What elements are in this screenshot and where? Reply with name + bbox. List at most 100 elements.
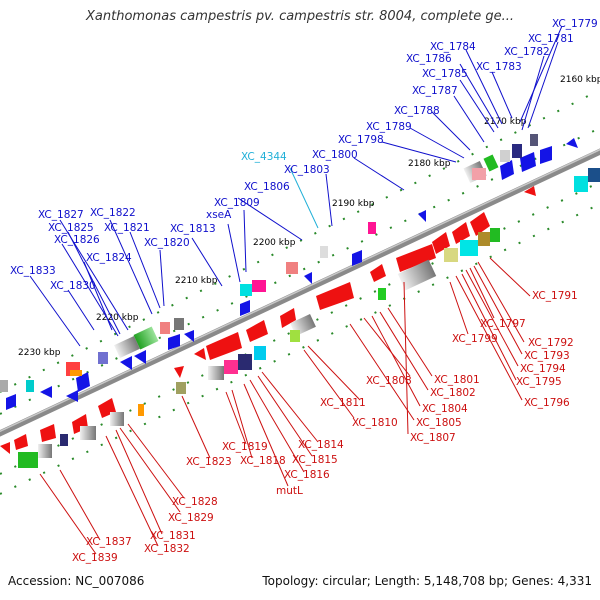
gene-block — [18, 452, 38, 468]
gene-label: XC_1803 — [284, 164, 330, 176]
gene-label: XC_1826 — [54, 234, 100, 246]
gene-label: XC_1819 — [222, 441, 268, 453]
gene-label: XC_1804 — [422, 403, 468, 415]
gene-arrow — [500, 160, 514, 180]
gene-block — [530, 134, 538, 146]
gene-arrow — [40, 386, 52, 398]
kbp-marker: 2200 kbp — [253, 238, 296, 248]
gene-block — [483, 154, 499, 172]
gene-label: XC_1802 — [430, 387, 476, 399]
gene-block — [176, 382, 186, 394]
lower-leader-lines — [39, 257, 531, 555]
gene-label: XC_1814 — [298, 439, 344, 451]
gene-label: XC_1831 — [150, 530, 196, 542]
genome-backbone — [0, 148, 600, 437]
accession-text: Accession: NC_007086 — [8, 574, 145, 588]
gene-label: XC_1806 — [244, 181, 290, 193]
gene-label: XC_1787 — [412, 85, 458, 97]
gene-label: XC_1809 — [214, 197, 260, 209]
gene-block — [490, 228, 500, 242]
gene-block — [38, 444, 52, 458]
gene-label: XC_1833 — [10, 265, 56, 277]
gene-label: XC_1783 — [476, 61, 522, 73]
gene-arrow — [120, 356, 132, 370]
gene-block — [588, 168, 600, 182]
gene-block — [290, 330, 300, 342]
gene-label: XC_1828 — [172, 496, 218, 508]
gene-block — [254, 346, 266, 360]
gene-label: XC_1781 — [528, 33, 574, 45]
gene-arrow — [540, 146, 552, 164]
gene-arrow — [6, 394, 16, 410]
gene-block — [224, 360, 238, 374]
gene-label: XC_1779 — [552, 18, 598, 30]
lower-strand-blocks — [18, 168, 600, 468]
gene-label: XC_1799 — [452, 333, 498, 345]
gene-label: mutL — [276, 485, 303, 497]
gene-block — [70, 370, 82, 376]
gene-arrow — [184, 330, 194, 342]
gene-label: XC_1824 — [86, 252, 132, 264]
gene-label: XC_1784 — [430, 41, 476, 53]
gene-arrow — [566, 138, 578, 148]
gene-block — [110, 412, 124, 426]
lower-gene-labels: XC_1791 XC_1797 XC_1799 XC_1792 XC_1793 … — [72, 290, 578, 564]
gene-label: XC_1792 — [528, 337, 574, 349]
gene-arrow — [194, 348, 206, 360]
gene-block — [472, 168, 486, 180]
gene-arrow — [14, 434, 28, 450]
gene-label: XC_1808 — [366, 375, 412, 387]
gene-label: XC_1837 — [86, 536, 132, 548]
gene-block — [208, 366, 224, 380]
kbp-marker: 2170 kbp — [484, 117, 527, 127]
gene-arrow — [352, 250, 362, 266]
gene-label: XC_1816 — [284, 469, 330, 481]
upper-strand-genes — [6, 138, 578, 410]
gene-block — [160, 322, 170, 334]
gene-label: XC_1793 — [524, 350, 570, 362]
kbp-marker: 2180 kbp — [408, 159, 451, 169]
gene-block — [397, 259, 437, 291]
gene-block — [368, 222, 376, 234]
highlight-leader-line — [289, 167, 319, 229]
gene-label: XC_1825 — [48, 222, 94, 234]
gene-label: XC_1823 — [186, 456, 232, 468]
gene-label: XC_1788 — [394, 105, 440, 117]
gene-arrow — [524, 186, 536, 196]
gene-label: XC_1798 — [338, 134, 384, 146]
gene-label: XC_1830 — [50, 280, 96, 292]
gene-block — [512, 144, 522, 158]
gene-label: xseA — [206, 209, 232, 221]
gene-arrow — [240, 300, 250, 316]
gene-label: XC_1810 — [352, 417, 398, 429]
gene-label: XC_1785 — [422, 68, 468, 80]
upper-gene-labels: XC_1779 XC_1781 XC_1782 XC_1783 XC_1784 … — [10, 18, 598, 292]
gene-label: XC_1789 — [366, 121, 412, 133]
gene-block — [80, 426, 96, 440]
gene-block — [240, 284, 252, 296]
gene-arrow — [76, 372, 90, 392]
gene-block — [26, 380, 34, 392]
gene-arrow — [206, 332, 242, 360]
gene-block — [60, 434, 68, 446]
gene-arrow — [174, 366, 184, 378]
gene-arrow — [66, 390, 78, 402]
gene-label: XC_1800 — [312, 149, 358, 161]
gene-block — [574, 176, 588, 192]
gene-arrow — [134, 350, 146, 364]
gene-label: XC_1807 — [410, 432, 456, 444]
kbp-marker: 2160 kbp — [560, 75, 600, 85]
gene-arrow — [370, 264, 386, 282]
kbp-markers: 2160 kbp 2170 kbp 2180 kbp 2190 kbp 2200… — [18, 75, 600, 358]
gene-label: XC_1791 — [532, 290, 578, 302]
gene-label: XC_4344 — [241, 151, 287, 163]
gene-arrow — [470, 212, 490, 236]
gene-label: XC_1820 — [144, 237, 190, 249]
gene-label: XC_1821 — [104, 222, 150, 234]
gene-label: XC_1797 — [480, 318, 526, 330]
gene-block — [478, 232, 490, 246]
kbp-marker: 2190 kbp — [332, 199, 375, 209]
gene-label: XC_1795 — [516, 376, 562, 388]
gene-arrow — [418, 210, 426, 222]
gene-block — [378, 288, 386, 300]
